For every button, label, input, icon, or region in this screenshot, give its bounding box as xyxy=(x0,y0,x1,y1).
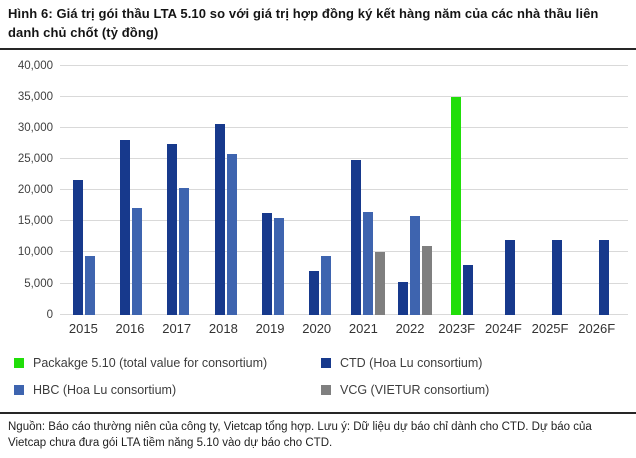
legend-item-ctd: CTD (Hoa Lu consortium) xyxy=(321,356,628,370)
y-tick-label: 40,000 xyxy=(17,59,53,72)
legend-label-ctd: CTD (Hoa Lu consortium) xyxy=(340,355,483,370)
legend-item-vcg: VCG (VIETUR consortium) xyxy=(321,383,628,397)
bar-group-2024f xyxy=(486,66,533,315)
x-tick-label-2021: 2021 xyxy=(348,320,378,336)
source-note: Nguồn: Báo cáo thường niên của công ty, … xyxy=(0,411,636,455)
gridline xyxy=(60,64,628,66)
bar-ctd-2021 xyxy=(350,159,361,315)
bar-hbc-2015 xyxy=(84,256,95,315)
bar-group-2021 xyxy=(344,66,391,315)
y-axis: 0 5,000 10,000 15,000 20,000 25,000 30,000 35,0… xyxy=(0,60,60,321)
bar-ctd-2023f xyxy=(463,264,474,315)
bar-ctd-2024f xyxy=(504,240,515,315)
x-tick-label-2020: 2020 xyxy=(302,320,332,336)
y-tick-label: 5,000 xyxy=(24,277,53,290)
x-tick-label-2018: 2018 xyxy=(208,320,238,336)
x-tick-label-2022: 2022 xyxy=(395,320,425,336)
bar-hbc-2016 xyxy=(131,208,142,315)
x-axis: 2015 2016 2017 2018 2019 2020 2021 2022 2023F 202… xyxy=(60,321,620,336)
gridline xyxy=(60,95,628,97)
bar-vcg-2021 xyxy=(374,252,385,315)
bar-ctd-2022 xyxy=(397,281,408,315)
x-tick-label-2016: 2016 xyxy=(115,320,145,336)
bar-package510-2023f xyxy=(451,96,462,315)
bar-ctd-2017 xyxy=(167,143,178,315)
legend-item-package510: Packakge 5.10 (total value for consortiu… xyxy=(14,356,321,370)
x-tick-label-2024f: 2024F xyxy=(484,320,522,336)
bar-hbc-2018 xyxy=(226,154,237,315)
y-tick-label: 20,000 xyxy=(17,184,53,197)
legend-label-hbc: HBC (Hoa Lu consortium) xyxy=(33,382,177,397)
x-tick-label-2019: 2019 xyxy=(255,320,285,336)
bar-vcg-2022 xyxy=(421,246,432,315)
bar-hbc-2021 xyxy=(362,211,373,315)
legend-swatch-ctd xyxy=(321,357,331,368)
bar-hbc-2019 xyxy=(273,218,284,315)
bar-group-2020 xyxy=(297,66,344,315)
legend-item-hbc: HBC (Hoa Lu consortium) xyxy=(14,383,321,397)
gridline xyxy=(60,251,628,253)
chart-title: Hình 6: Giá trị gói thầu LTA 5.10 so với… xyxy=(0,0,636,50)
bar-group-2022 xyxy=(391,66,438,315)
bar-group-2026f xyxy=(581,66,628,315)
legend-swatch-hbc xyxy=(14,384,24,395)
bar-group-2019 xyxy=(249,66,296,315)
legend-swatch-vcg xyxy=(321,384,331,395)
y-tick-label: 10,000 xyxy=(17,246,53,259)
gridline xyxy=(60,158,628,160)
bar-ctd-2018 xyxy=(214,123,225,315)
bar-ctd-2016 xyxy=(119,140,130,315)
gridline xyxy=(60,189,628,191)
legend-label-vcg: VCG (VIETUR consortium) xyxy=(340,382,490,397)
bar-group-2016 xyxy=(107,66,154,315)
x-tick-label-2026f: 2026F xyxy=(578,320,616,336)
gridline xyxy=(60,282,628,284)
legend-label-package510: Packakge 5.10 (total value for consortiu… xyxy=(33,355,268,370)
y-tick-label: 15,000 xyxy=(17,215,53,228)
gridline xyxy=(60,220,628,222)
y-tick-label: 35,000 xyxy=(17,90,53,103)
bar-group-2025f xyxy=(533,66,580,315)
plot-area xyxy=(60,64,628,315)
legend-swatch-package510 xyxy=(14,357,24,368)
bar-group-2015 xyxy=(60,66,107,315)
chart-area: 0 5,000 10,000 15,000 20,000 25,000 30,000 35,0… xyxy=(0,60,628,336)
bar-hbc-2020 xyxy=(321,255,332,315)
bar-group-2023f xyxy=(439,66,486,315)
legend: Packakge 5.10 (total value for consortiu… xyxy=(0,336,636,397)
bar-ctd-2025f xyxy=(551,240,562,315)
x-tick-label-2025f: 2025F xyxy=(531,320,569,336)
bar-ctd-2020 xyxy=(309,271,320,315)
y-tick-label: 0 xyxy=(46,308,53,321)
gridline xyxy=(60,126,628,128)
y-tick-label: 30,000 xyxy=(17,121,53,134)
x-tick-label-2015: 2015 xyxy=(68,320,98,336)
bar-ctd-2026f xyxy=(599,240,610,315)
bar-hbc-2022 xyxy=(409,215,420,315)
x-tick-label-2017: 2017 xyxy=(162,320,192,336)
bar-hbc-2017 xyxy=(179,187,190,315)
bar-ctd-2015 xyxy=(72,179,83,315)
gridline xyxy=(60,313,628,315)
bar-group-2017 xyxy=(155,66,202,315)
bar-ctd-2019 xyxy=(261,212,272,315)
y-tick-label: 25,000 xyxy=(17,153,53,166)
bar-group-2018 xyxy=(202,66,249,315)
bar-groups xyxy=(60,66,628,315)
x-tick-label-2023f: 2023F xyxy=(438,320,476,336)
